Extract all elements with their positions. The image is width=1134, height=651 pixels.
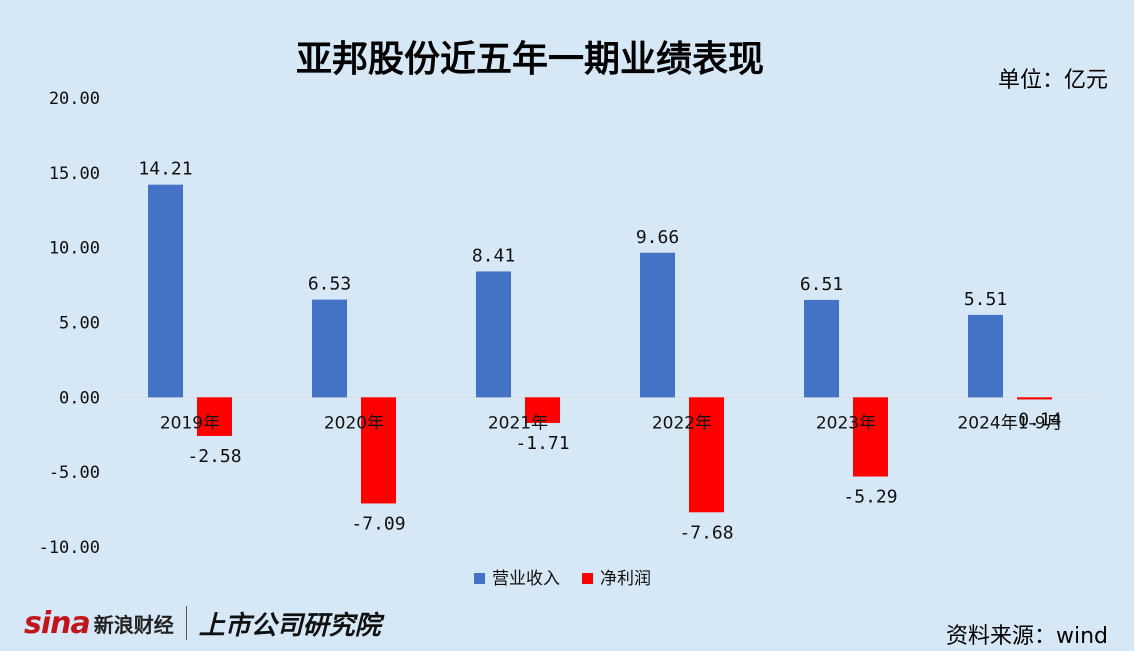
revenue-bar — [476, 271, 511, 398]
logo: sina 新浪财经 上市公司研究院 — [24, 600, 381, 646]
y-tick-label: 0.00 — [59, 388, 100, 408]
profit-bar — [197, 397, 232, 436]
profit-data-label: -1.71 — [515, 433, 569, 454]
data-labels: 14.21 -2.58 6.53 -7.09 8.41 -1.71 9.66 -7.68 6.5… — [138, 159, 1061, 544]
legend-label: 营业收入 — [492, 569, 560, 589]
y-tick-label: -5.00 — [49, 463, 100, 483]
category-labels: 2019年 2020年 2021年 2022年 2023年 2024年1-9月 — [160, 413, 1063, 433]
profit-data-label: -5.29 — [843, 487, 897, 508]
bars — [148, 184, 1052, 513]
profit-data-label: -7.09 — [351, 513, 405, 534]
revenue-data-label: 6.53 — [308, 274, 351, 295]
y-tick-label: 20.00 — [49, 89, 100, 109]
profit-data-label: -0.14 — [1007, 409, 1061, 430]
y-tick-label: 15.00 — [49, 164, 100, 184]
category-label: 2024年1-9月 — [957, 413, 1062, 433]
revenue-bar — [640, 252, 675, 398]
profit-bar — [689, 397, 724, 513]
revenue-data-label: 9.66 — [636, 227, 679, 248]
revenue-bar — [804, 299, 839, 398]
category-label: 2020年 — [324, 413, 384, 433]
institute-logo: 上市公司研究院 — [198, 610, 381, 641]
revenue-data-label: 14.21 — [138, 159, 192, 180]
revenue-data-label: 6.51 — [800, 274, 843, 295]
y-tick-label: 5.00 — [59, 314, 100, 334]
profit-data-label: -7.68 — [679, 522, 733, 543]
profit-bar — [525, 397, 560, 423]
legend: 营业收入 净利润 — [474, 569, 651, 589]
revenue-bar — [148, 184, 183, 398]
source-label: 资料来源：wind — [945, 624, 1108, 649]
logo-separator — [185, 606, 187, 640]
legend-swatch — [582, 573, 593, 584]
category-label: 2021年 — [488, 413, 548, 433]
sina-logo-text: 新浪财经 — [93, 612, 174, 637]
category-label: 2019年 — [160, 413, 220, 433]
revenue-bar — [968, 314, 1003, 398]
chart-title: 亚邦股份近五年一期业绩表现 — [295, 39, 764, 80]
y-axis: 20.00 15.00 10.00 5.00 0.00 -5.00 -10.00 — [39, 89, 100, 558]
y-tick-label: -10.00 — [39, 538, 100, 558]
profit-bar — [1017, 397, 1052, 400]
legend-label: 净利润 — [600, 569, 651, 589]
revenue-bar — [312, 299, 347, 398]
revenue-data-label: 8.41 — [472, 245, 515, 266]
category-label: 2023年 — [816, 413, 876, 433]
revenue-data-label: 5.51 — [964, 289, 1007, 310]
profit-data-label: -2.58 — [187, 446, 241, 467]
legend-swatch — [474, 573, 485, 584]
y-tick-label: 10.00 — [49, 239, 100, 259]
profit-bar — [853, 397, 888, 477]
category-label: 2022年 — [652, 413, 712, 433]
profit-bar — [361, 397, 396, 504]
unit-label: 单位：亿元 — [997, 68, 1108, 93]
sina-logo: sina — [24, 605, 91, 641]
